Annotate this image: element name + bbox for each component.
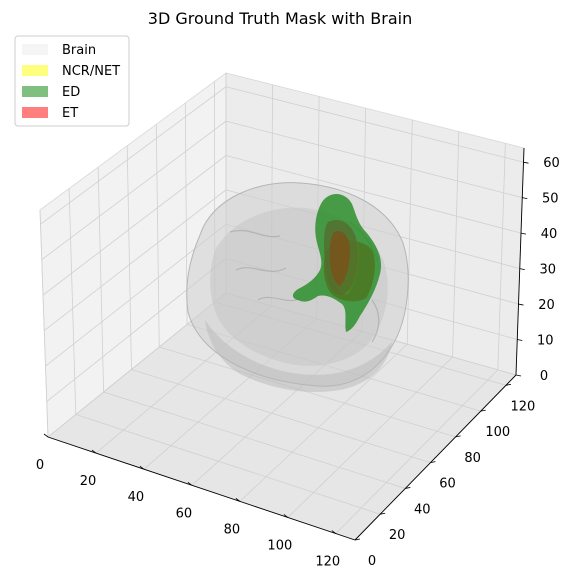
z-tick-mark — [515, 374, 522, 377]
legend-label-3: ET — [62, 106, 78, 121]
x-tick-label-5: 100 — [267, 538, 292, 553]
x-tick-label-6: 120 — [315, 555, 340, 570]
z-tick-mark — [520, 232, 527, 235]
z-tick-mark — [523, 161, 529, 164]
z-tick-label-2: 20 — [538, 298, 555, 313]
y-tick-mark — [455, 435, 461, 438]
y-grid-line — [75, 414, 381, 515]
z-grid-line-back — [225, 120, 523, 199]
z-tick-label-6: 60 — [543, 156, 560, 171]
z-tick-label-3: 30 — [539, 263, 556, 278]
x-tick-label-2: 40 — [128, 490, 145, 505]
tumor-volume — [292, 193, 382, 332]
z-tick-mark — [519, 268, 525, 270]
z-tick-mark — [517, 339, 523, 341]
legend-swatch-3 — [22, 107, 48, 118]
x-tick-label-4: 80 — [224, 522, 241, 537]
z-tick-mark — [518, 303, 524, 306]
y-grid-line — [159, 346, 456, 438]
x-grid-line — [239, 343, 408, 502]
y-tick-label-4: 80 — [464, 451, 481, 466]
y-tick-label-0: 0 — [368, 554, 376, 569]
z-tick-label-5: 50 — [542, 192, 559, 207]
ed-core-red — [330, 230, 350, 286]
z-grid-line-left — [40, 86, 227, 225]
legend-label-1: NCR/NET — [62, 64, 120, 79]
x-tick-label-3: 60 — [176, 506, 193, 521]
x-wall-grid-line — [452, 131, 460, 358]
legend-items: Brain NCR/NET ED ET — [22, 43, 120, 121]
legend-swatch-0 — [22, 44, 48, 55]
z-grid-line-left — [44, 189, 227, 331]
y-wall-grid-line — [126, 145, 132, 370]
legend-swatch-1 — [22, 65, 48, 76]
y-tick-label-3: 60 — [439, 477, 456, 492]
z-grid-line-back — [225, 86, 524, 163]
z-tick-label-0: 0 — [540, 369, 548, 384]
y-tick-label-1: 20 — [389, 528, 406, 543]
brain-fold-1 — [229, 221, 380, 343]
legend-swatch-2 — [22, 86, 48, 97]
z-grid-line-left — [41, 120, 227, 260]
z-grid-line-left — [42, 155, 227, 296]
y-axis-line — [354, 374, 517, 541]
y-tick-mark — [405, 487, 411, 489]
z-tick-label-1: 10 — [537, 334, 554, 349]
y-tick-label-2: 40 — [414, 502, 431, 517]
y-tick-mark — [505, 383, 512, 386]
z-axis-line — [515, 147, 525, 376]
legend-box — [14, 35, 130, 127]
z-grid-line-back — [225, 155, 522, 234]
y-tick-mark — [430, 461, 436, 464]
x-wall-grid-line — [497, 143, 506, 370]
x-grid-line — [287, 356, 453, 518]
chart-title: 3D Ground Truth Mask with Brain — [148, 9, 412, 28]
y-wall-grid-line — [68, 188, 77, 415]
legend-label-2: ED — [62, 85, 80, 100]
axes-lines — [43, 147, 529, 541]
y-tick-mark — [380, 512, 386, 515]
y-wall-grid-line — [97, 167, 105, 393]
y-wall-grid-line — [155, 124, 160, 348]
z-axis-tick-labels: 0 10 20 30 40 50 60 — [537, 156, 560, 384]
y-tick-mark — [480, 409, 486, 412]
x-grid-line — [335, 369, 499, 534]
y-tick-label-5: 100 — [485, 425, 510, 440]
z-tick-mark — [522, 197, 528, 200]
x-tick-mark — [43, 433, 49, 438]
x-tick-label-1: 20 — [80, 474, 97, 489]
y-wall-grid-line — [39, 209, 49, 438]
y-grid-line — [103, 391, 406, 489]
x-tick-label-0: 0 — [36, 458, 44, 473]
x-wall-grid-line — [406, 119, 413, 345]
legend-label-0: Brain — [62, 43, 96, 58]
brain-lower-lobe — [205, 320, 392, 393]
legend: Brain NCR/NET ED ET — [14, 35, 130, 127]
x-axis-line — [47, 436, 356, 541]
x-axis-tick-labels: 0 20 40 60 80 100 120 — [36, 458, 340, 570]
y-tick-label-6: 120 — [511, 399, 536, 414]
z-tick-label-4: 40 — [541, 227, 558, 242]
y-tick-mark — [354, 538, 361, 541]
y-grid-line — [131, 369, 431, 464]
